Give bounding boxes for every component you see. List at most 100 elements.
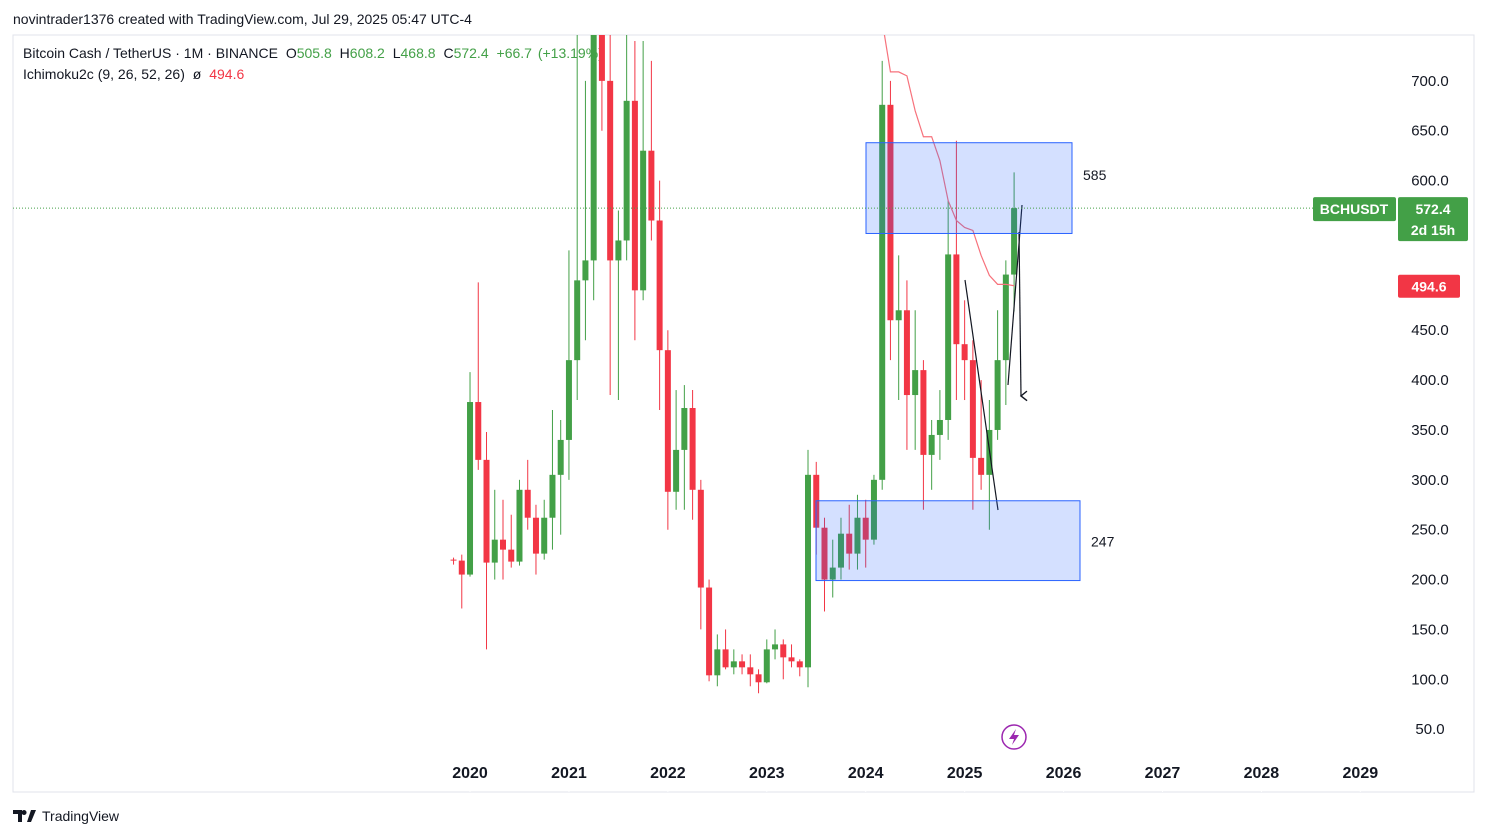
zone — [865, 142, 1073, 234]
zone-label: 585 — [1083, 167, 1107, 183]
candle-body — [739, 661, 746, 668]
candle-body — [920, 370, 927, 455]
candle-body — [928, 434, 935, 455]
y-tick-label: 50.0 — [1415, 721, 1444, 738]
candle-body — [499, 539, 506, 550]
symbol-tag-label: BCHUSDT — [1320, 201, 1389, 217]
candle-body — [763, 649, 770, 683]
symbol-tag — [1313, 197, 1396, 222]
candle-body — [706, 587, 713, 676]
trend-line — [1007, 204, 1023, 386]
x-tick-label: 2025 — [947, 765, 983, 782]
candle-body — [640, 150, 647, 291]
y-tick-label: 100.0 — [1411, 671, 1449, 688]
credit: novintrader1376 created with TradingView… — [13, 11, 472, 27]
y-tick-label: 700.0 — [1411, 73, 1449, 90]
candle-body — [450, 559, 457, 561]
y-tick-label: 350.0 — [1411, 422, 1449, 439]
y-tick-label: 200.0 — [1411, 572, 1449, 589]
change: +66.7 — [497, 45, 533, 61]
y-tick-label: 150.0 — [1411, 621, 1449, 638]
x-tick-label: 2024 — [848, 765, 884, 782]
y-tick-label: 650.0 — [1411, 123, 1449, 140]
candle-body — [697, 489, 704, 588]
x-tick-label: 2029 — [1343, 765, 1379, 782]
candle-body — [755, 674, 762, 683]
candle-body — [681, 408, 688, 450]
x-tick-label: 2020 — [452, 765, 488, 782]
candle-body — [458, 560, 465, 575]
indicator-name: Ichimoku2c (9, 26, 52, 26) — [23, 66, 185, 82]
candle-body — [912, 370, 919, 396]
candle-body — [846, 533, 853, 554]
candle-body — [615, 240, 622, 261]
brand: TradingView — [13, 808, 120, 824]
candle-body — [475, 402, 482, 460]
brand-name: TradingView — [42, 808, 120, 824]
candle-body — [607, 80, 614, 261]
candle-body — [574, 280, 581, 361]
candle-body — [821, 527, 828, 580]
indicator-tag-label: 494.6 — [1411, 279, 1446, 295]
indicator-symbol: ø — [193, 66, 202, 82]
candle-body — [895, 310, 902, 321]
candle-body — [936, 419, 943, 435]
indicator-value: 494.6 — [209, 66, 244, 82]
trend-line — [964, 279, 999, 511]
candle-body — [541, 517, 548, 554]
zone — [815, 500, 1081, 582]
legend-label: L — [393, 45, 401, 61]
candle-body — [631, 100, 638, 291]
candle-body — [516, 489, 523, 562]
candle-body — [648, 150, 655, 221]
candle-body — [854, 517, 861, 554]
candle-body — [722, 649, 729, 668]
candle-body — [788, 657, 795, 662]
x-tick-label: 2028 — [1244, 765, 1280, 782]
candle-body — [903, 310, 910, 396]
candle-body — [870, 479, 877, 540]
candle-body — [582, 260, 589, 281]
legend-label: O — [286, 45, 297, 61]
candle-body — [1011, 208, 1018, 275]
candle-body — [829, 567, 836, 580]
y-tick-label: 250.0 — [1411, 522, 1449, 539]
candle-body — [796, 661, 803, 668]
candle-body — [467, 402, 474, 575]
candle-body — [549, 474, 556, 518]
y-tick-label: 400.0 — [1411, 372, 1449, 389]
price-tag-label: 572.4 — [1415, 201, 1450, 217]
candle-body — [978, 457, 985, 475]
chart-frame — [12, 34, 1475, 793]
x-tick-label: 2023 — [749, 765, 785, 782]
legend-label: H — [340, 45, 350, 61]
candle-body — [565, 360, 572, 440]
y-tick-label: 300.0 — [1411, 472, 1449, 489]
candle-body — [508, 549, 515, 562]
candle-body — [1002, 274, 1009, 361]
candle-body — [557, 439, 564, 475]
candle-body — [961, 344, 968, 361]
y-tick-label: 450.0 — [1411, 322, 1449, 339]
candle-body — [598, 35, 605, 81]
candle-body — [623, 100, 630, 241]
candle-body — [689, 408, 696, 490]
legend-value: 608.2 — [350, 45, 385, 61]
chart-title: Bitcoin Cash / TetherUS · 1M · BINANCE — [23, 45, 278, 61]
x-tick-label: 2026 — [1046, 765, 1082, 782]
legend-label: C — [443, 45, 453, 61]
indicator-line — [883, 35, 1015, 287]
indicator-legend: Ichimoku2c (9, 26, 52, 26) ø 494.6 — [23, 66, 244, 82]
candle-body — [772, 644, 779, 650]
legend-line: Bitcoin Cash / TetherUS · 1M · BINANCE O… — [23, 45, 603, 61]
candle-body — [747, 667, 754, 675]
x-tick-label: 2027 — [1145, 765, 1181, 782]
candle-body — [945, 254, 952, 420]
candle-body — [524, 489, 531, 518]
countdown: 2d 15h — [1411, 222, 1455, 238]
candle-body — [862, 517, 869, 540]
candle-body — [994, 360, 1001, 430]
drawings — [964, 204, 1028, 511]
candle-body — [664, 350, 671, 492]
